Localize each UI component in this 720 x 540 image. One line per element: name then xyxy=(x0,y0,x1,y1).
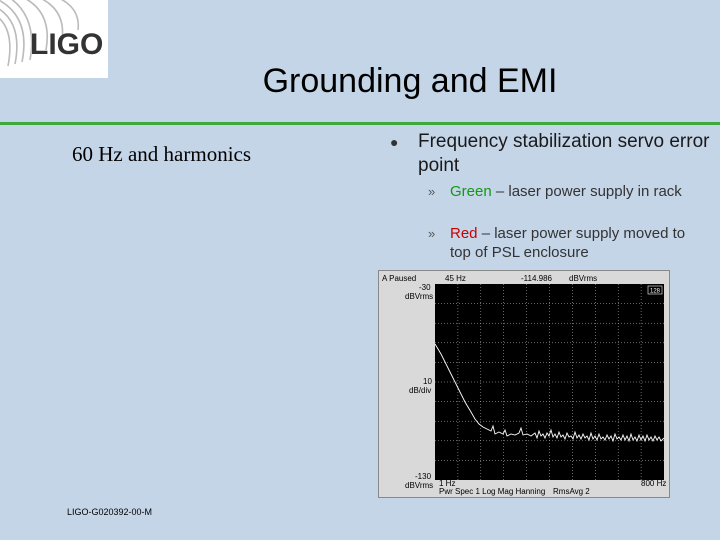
sub-bullet-text: – laser power supply moved to top of PSL… xyxy=(450,225,686,261)
sub-bullet-marker-icon: » xyxy=(428,226,436,241)
spectrum-analyzer-screenshot: A Paused 45 Hz -114.986 dBVrms -30 dBVrm… xyxy=(378,270,670,498)
analyzer-info-right: RmsAvg 2 xyxy=(553,487,590,496)
y-top-value: -30 xyxy=(419,283,431,292)
y-bottom-unit: dBVrms xyxy=(405,481,434,490)
slide-title: Grounding and EMI xyxy=(262,62,558,100)
analyzer-info-left: Pwr Spec 1 Log Mag Hanning xyxy=(439,487,546,496)
y-div-unit: dB/div xyxy=(409,386,432,395)
logo-box: LIGO xyxy=(0,0,108,78)
x-start-label: 1 Hz xyxy=(439,479,456,488)
main-bullet-text: Frequency stabilization servo error poin… xyxy=(418,131,710,176)
ligo-logo-icon: LIGO xyxy=(0,0,103,67)
marker-unit: dBVrms xyxy=(569,274,598,283)
y-bottom-value: -130 xyxy=(415,472,432,481)
green-word: Green xyxy=(450,183,492,200)
analyzer-badge-box xyxy=(647,285,663,295)
sub-bullet-marker-icon: » xyxy=(428,184,436,199)
marker-value: -114.986 xyxy=(521,274,552,283)
left-caption: 60 Hz and harmonics xyxy=(72,142,252,166)
analyzer-screen: 128 xyxy=(434,284,665,480)
analyzer-status: A Paused xyxy=(382,274,417,283)
red-word: Red xyxy=(450,225,478,242)
sub-bullet-green: » Green – laser power supply in rack xyxy=(428,182,698,201)
spectrum-trace-plot: 128 xyxy=(434,284,665,480)
spectrum-trace xyxy=(434,343,665,443)
y-div-value: 10 xyxy=(423,377,432,386)
marker-frequency: 45 Hz xyxy=(445,274,466,283)
x-end-label: 800 Hz xyxy=(641,479,667,488)
sub-bullet-text: – laser power supply in rack xyxy=(491,183,682,200)
bullet-dot-icon: ● xyxy=(390,134,399,150)
logo-text: LIGO xyxy=(30,28,103,61)
title-rule xyxy=(0,122,720,125)
y-top-unit: dBVrms xyxy=(405,292,434,301)
document-id: LIGO-G020392-00-M xyxy=(67,507,153,517)
main-bullet: ● Frequency stabilization servo error po… xyxy=(390,130,710,178)
analyzer-badge: 128 xyxy=(650,289,661,295)
sub-bullet-red: » Red – laser power supply moved to top … xyxy=(428,224,698,262)
